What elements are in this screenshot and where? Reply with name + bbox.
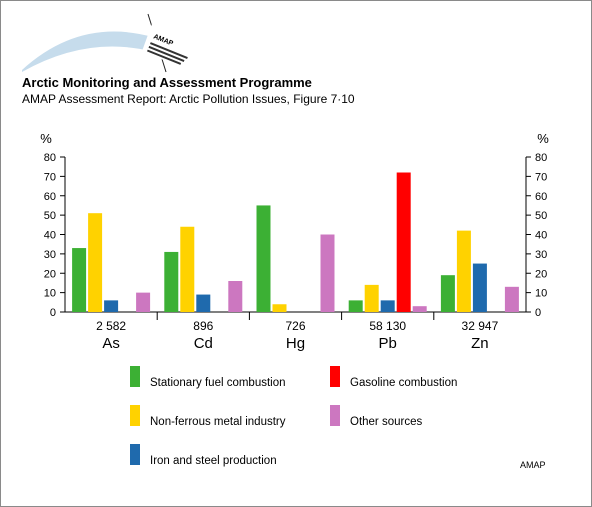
bar	[456, 230, 471, 312]
right-y-axis-label: %	[537, 131, 549, 146]
right-y-tick-label: 20	[535, 268, 547, 280]
bar	[136, 292, 151, 312]
page-title: Arctic Monitoring and Assessment Program…	[22, 75, 312, 90]
page-subtitle: AMAP Assessment Report: Arctic Pollution…	[22, 92, 355, 106]
legend-swatch	[130, 405, 140, 426]
left-y-tick-label: 60	[44, 191, 56, 203]
right-y-tick-label: 60	[535, 191, 547, 203]
right-y-tick-label: 0	[535, 307, 541, 319]
category-label: Cd	[194, 335, 213, 352]
left-y-tick-label: 80	[44, 152, 56, 164]
legend-swatch	[330, 366, 340, 387]
bar	[180, 226, 195, 312]
right-y-tick-label: 40	[535, 230, 547, 242]
legend-label: Iron and steel production	[150, 455, 277, 467]
logo-small-print	[147, 42, 188, 65]
bar	[272, 304, 287, 312]
legend-swatch	[330, 405, 340, 426]
footer-credit: AMAP	[520, 460, 546, 470]
bar	[472, 263, 487, 312]
bar	[440, 275, 455, 312]
logo-arc	[22, 31, 178, 72]
right-y-tick-label: 50	[535, 210, 547, 222]
category-total-label: 58 130	[369, 319, 406, 333]
bar	[104, 300, 119, 312]
left-y-axis-label: %	[40, 131, 52, 146]
bar	[164, 251, 179, 312]
category-total-label: 726	[285, 319, 305, 333]
legend-label: Other sources	[350, 416, 422, 428]
legend-label: Gasoline combustion	[350, 377, 457, 389]
bar	[504, 286, 519, 312]
bar	[396, 172, 411, 312]
left-y-tick-label: 70	[44, 171, 56, 183]
left-y-tick-label: 50	[44, 210, 56, 222]
bar	[364, 284, 379, 312]
legend-label: Non-ferrous metal industry	[150, 416, 286, 428]
bar	[228, 281, 243, 312]
left-y-tick-label: 20	[44, 268, 56, 280]
right-y-tick-label: 80	[535, 152, 547, 164]
bar	[72, 248, 87, 312]
bar	[256, 205, 271, 312]
left-y-tick-label: 30	[44, 249, 56, 261]
left-y-tick-label: 40	[44, 230, 56, 242]
category-total-label: 2 582	[96, 319, 126, 333]
category-label: Pb	[379, 335, 397, 352]
bar	[412, 306, 427, 312]
right-y-tick-label: 70	[535, 171, 547, 183]
bar	[88, 213, 103, 312]
left-y-tick-label: 10	[44, 288, 56, 300]
category-total-label: 32 947	[462, 319, 499, 333]
category-label: Zn	[471, 335, 489, 352]
legend-label: Stationary fuel combustion	[150, 377, 286, 389]
left-y-tick-label: 0	[50, 307, 56, 319]
bar	[196, 294, 211, 312]
category-total-label: 896	[193, 319, 213, 333]
category-label: As	[102, 335, 120, 352]
legend-swatch	[130, 444, 140, 465]
right-y-tick-label: 10	[535, 288, 547, 300]
right-y-tick-label: 30	[535, 249, 547, 261]
bar	[348, 300, 363, 312]
category-label: Hg	[286, 335, 305, 352]
bar	[380, 300, 395, 312]
legend-swatch	[130, 366, 140, 387]
bar	[320, 234, 335, 312]
